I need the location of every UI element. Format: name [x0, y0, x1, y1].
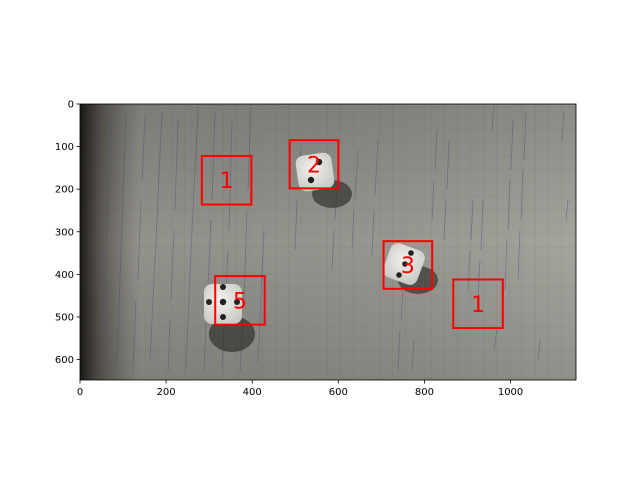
x-axis-ticks: 0 200 400 600 800 1000 [77, 380, 523, 398]
y-tick-label: 500 [55, 312, 74, 323]
y-tick-label: 0 [68, 100, 74, 111]
y-tick-label: 400 [55, 270, 74, 281]
x-tick-label: 400 [243, 387, 262, 398]
detection-label: 1 [471, 293, 485, 318]
x-tick-label: 800 [415, 387, 434, 398]
y-tick: 600 [55, 355, 80, 366]
x-tick: 600 [329, 380, 348, 398]
x-tick-label: 1000 [498, 387, 523, 398]
y-tick: 200 [55, 185, 80, 196]
detection-label: 2 [307, 153, 321, 178]
y-axis-ticks: 0 100 200 300 400 500 600 [55, 100, 80, 366]
y-tick: 300 [55, 227, 80, 238]
detection-box [200, 154, 253, 206]
x-tick-label: 600 [329, 387, 348, 398]
y-tick-label: 200 [55, 185, 74, 196]
die-two [295, 152, 335, 192]
y-tick-label: 600 [55, 355, 74, 366]
y-tick: 0 [68, 100, 80, 111]
die-three [383, 243, 425, 285]
x-tick: 1000 [498, 380, 523, 398]
x-tick: 0 [77, 380, 83, 398]
detection-label: 3 [401, 254, 415, 279]
detection-label: 5 [233, 289, 247, 314]
x-tick-label: 0 [77, 387, 83, 398]
detection-boxes: 1 2 3 5 1 [200, 139, 504, 330]
y-tick-label: 300 [55, 227, 74, 238]
y-tick-label: 100 [55, 142, 74, 153]
x-tick: 400 [243, 380, 262, 398]
x-tick-label: 200 [157, 387, 176, 398]
y-tick: 400 [55, 270, 80, 281]
detection-box [452, 278, 504, 330]
detection-box [214, 275, 266, 326]
photo [80, 104, 576, 380]
y-tick: 100 [55, 142, 80, 153]
detection-box [288, 139, 340, 190]
die-five [204, 284, 242, 324]
detection-label: 1 [220, 169, 234, 194]
axes-frame [79, 103, 577, 381]
detection-box [382, 240, 434, 290]
x-tick: 800 [415, 380, 434, 398]
y-tick: 500 [55, 312, 80, 323]
x-tick: 200 [157, 380, 176, 398]
